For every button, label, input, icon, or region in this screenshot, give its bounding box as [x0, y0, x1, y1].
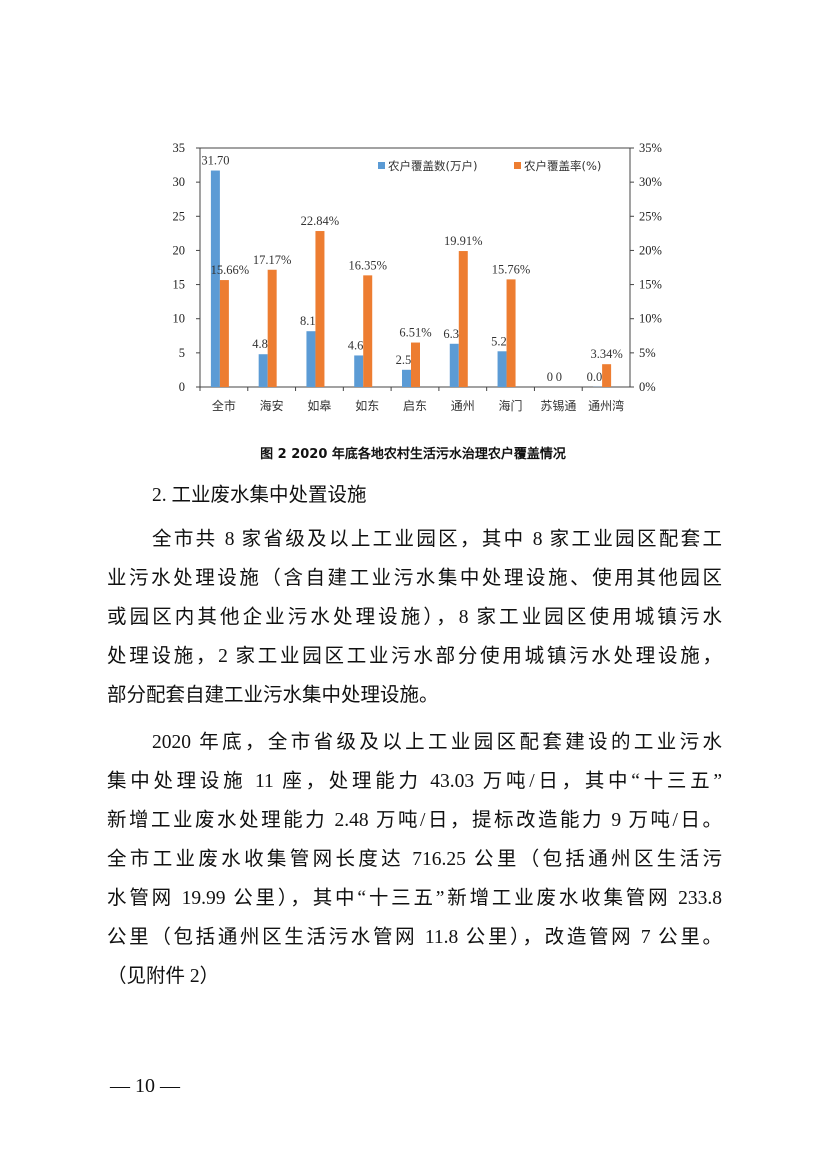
- x-tick-label: 苏锡通: [540, 398, 576, 413]
- y-right-tick-label: 15%: [639, 278, 662, 292]
- x-tick-label: 如东: [355, 398, 379, 413]
- figure-caption: 图 2 2020 年底各地农村生活污水治理农户覆盖情况: [260, 447, 566, 462]
- y-right-tick-label: 0%: [639, 380, 656, 394]
- paragraph-line: 水管网 19.99 公里），其中“十三五”新增工业废水收集管网 233.8: [107, 888, 722, 909]
- x-tick-label: 通州: [451, 399, 475, 413]
- bar-coverage-rate: [219, 280, 229, 387]
- bar-households: [258, 354, 268, 387]
- paragraph-line: 或园区内其他企业污水处理设施），8 家工业园区使用城镇污水: [107, 607, 722, 628]
- data-label: 16.35%: [348, 258, 387, 272]
- data-label: 15.76%: [492, 262, 531, 276]
- data-label: 3.34%: [590, 347, 622, 361]
- y-right-tick-label: 20%: [639, 243, 662, 257]
- x-tick-label: 海安: [260, 398, 284, 413]
- y-left-tick-label: 0: [179, 380, 185, 394]
- data-label: 0: [556, 370, 562, 384]
- legend-swatch: [378, 162, 385, 169]
- y-left-tick-label: 10: [173, 312, 186, 326]
- data-label: 31.70: [201, 154, 229, 168]
- y-left-tick-label: 30: [173, 175, 186, 189]
- y-right-tick-label: 25%: [639, 209, 662, 223]
- bar-coverage-rate: [506, 279, 516, 387]
- bar-coverage-rate: [363, 275, 373, 387]
- paragraph-line: 部分配套自建工业污水集中处理设施。: [107, 685, 439, 706]
- legend-swatch: [514, 162, 521, 169]
- bar-chart: 0 5 10 15 20 25 30 35 0% 5% 10% 15% 20% 25% 30% 35% 全市 31…: [173, 141, 662, 413]
- data-label: 6.51%: [399, 326, 431, 340]
- x-tick-label: 如皋: [307, 398, 331, 413]
- paragraph-line: 集中处理设施 11 座，处理能力 43.03 万吨/日，其中“十三五”: [107, 771, 722, 792]
- bar-coverage-rate: [458, 251, 468, 387]
- y-left-tick-label: 15: [173, 278, 186, 292]
- paragraph-line: 全市工业废水收集管网长度达 716.25 公里（包括通州区生活污: [107, 849, 722, 870]
- y-right-tick-label: 30%: [639, 175, 662, 189]
- paragraph-line: 全市共 8 家省级及以上工业园区，其中 8 家工业园区配套工: [152, 529, 722, 550]
- bar-households: [449, 343, 459, 387]
- x-tick-label: 通州湾: [588, 398, 624, 413]
- legend-label: 农户覆盖率(%): [524, 159, 601, 173]
- section-heading: 2. 工业废水集中处置设施: [152, 485, 367, 506]
- page-number: — 10 —: [110, 1075, 180, 1097]
- data-label: 22.84%: [301, 214, 340, 228]
- paragraph-line: 2020 年底，全市省级及以上工业园区配套建设的工业污水: [152, 732, 722, 753]
- paragraph-line: 业污水处理设施（含自建工业污水集中处理设施、使用其他园区: [107, 568, 722, 589]
- data-label: 0: [547, 370, 553, 384]
- paragraph-line: 处理设施，2 家工业园区工业污水部分使用城镇污水处理设施，: [107, 646, 722, 667]
- y-left-tick-label: 5: [179, 346, 185, 360]
- y-right-tick-label: 35%: [639, 141, 662, 155]
- y-left-tick-label: 25: [173, 209, 186, 223]
- bar-coverage-rate: [267, 269, 277, 387]
- x-tick-label: 全市: [212, 398, 236, 413]
- y-left-tick-label: 20: [173, 243, 186, 257]
- paragraph-line: 公里（包括通州区生活污水管网 11.8 公里），改造管网 7 公里。: [107, 927, 722, 948]
- bar-households: [497, 351, 507, 387]
- bar-coverage-rate: [411, 342, 420, 387]
- bar-households: [210, 170, 220, 387]
- y-right-tick-label: 5%: [639, 346, 656, 360]
- paragraph-line: 新增工业废水处理能力 2.48 万吨/日，提标改造能力 9 万吨/日。: [107, 810, 722, 831]
- data-label: 17.17%: [253, 253, 292, 267]
- x-tick-label: 海门: [499, 398, 523, 413]
- bar-coverage-rate: [315, 231, 325, 387]
- legend-label: 农户覆盖数(万户): [388, 159, 477, 173]
- x-tick-label: 启东: [403, 399, 427, 413]
- bar-households: [402, 369, 411, 387]
- paragraph-line: （见附件 2）: [107, 966, 220, 987]
- y-left-tick-label: 35: [173, 141, 186, 155]
- bar-coverage-rate: [602, 364, 612, 387]
- data-label: 19.91%: [444, 234, 483, 248]
- y-right-tick-label: 10%: [639, 312, 662, 326]
- bar-households: [354, 355, 364, 387]
- bar-households: [306, 331, 316, 387]
- data-label: 15.66%: [211, 263, 250, 277]
